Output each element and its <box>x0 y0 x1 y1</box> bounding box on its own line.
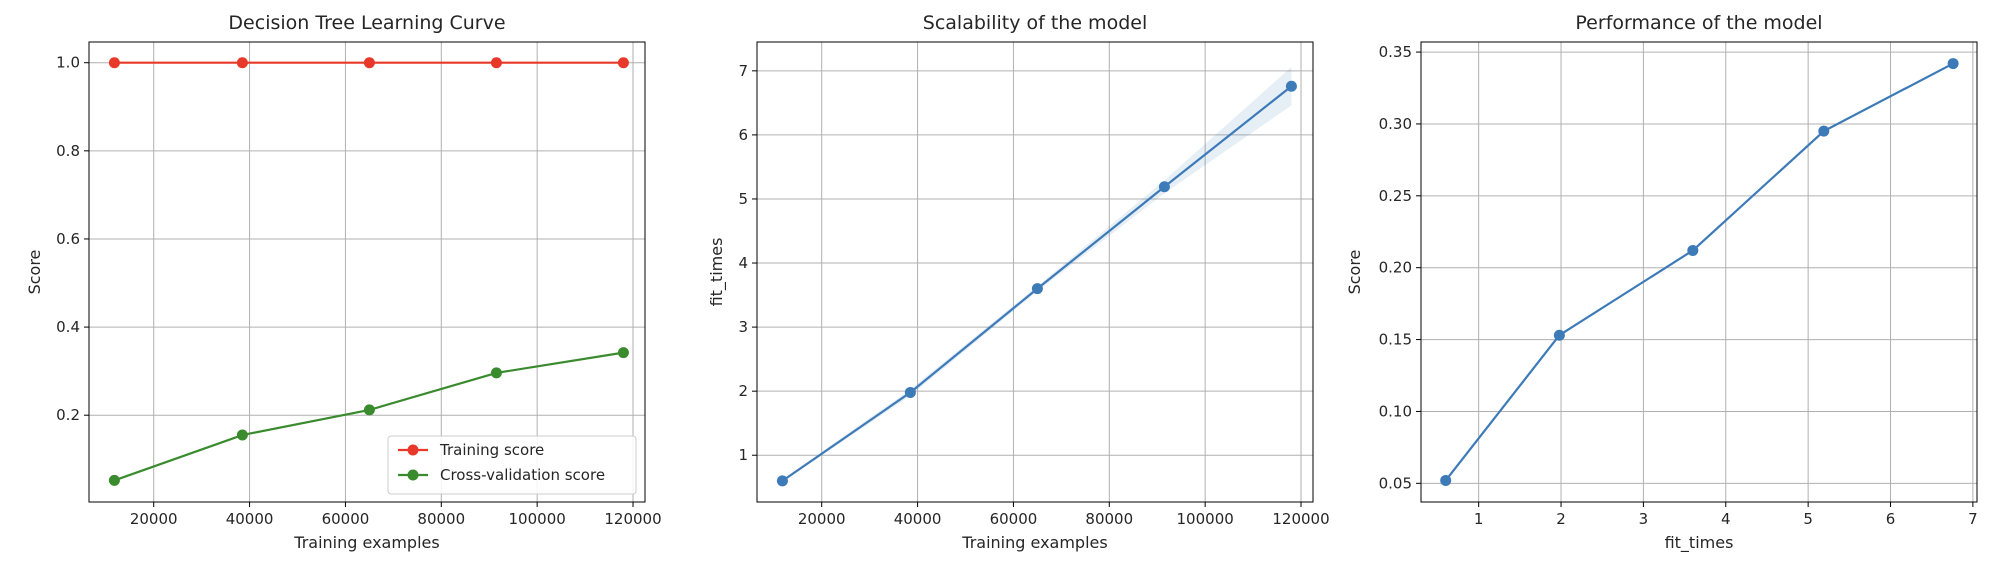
y-tick-label: 2 <box>738 382 748 400</box>
x-tick-label: 5 <box>1803 510 1813 528</box>
x-tick-label: 120000 <box>1272 510 1329 528</box>
chart-panel-1: 20000 40000 60000 80000 100000 120000 0.2 0.4 0.… <box>25 12 662 552</box>
chart-panel-2: 20000 40000 60000 80000 100000 120000 1 2 3 4 5 6 7 S… <box>707 12 1330 552</box>
x-axis-label: Training examples <box>293 533 439 552</box>
legend-marker <box>407 444 419 456</box>
series-2 <box>108 347 629 486</box>
data-point <box>1031 283 1043 295</box>
x-tick-label: 100000 <box>1177 510 1234 528</box>
x-tick-label: 6 <box>1886 510 1896 528</box>
data-point <box>1687 244 1699 256</box>
x-axis-label: Training examples <box>961 533 1107 552</box>
y-tick-label: 5 <box>738 190 748 208</box>
data-point <box>776 475 788 487</box>
legend-marker <box>407 469 419 481</box>
data-point <box>108 474 120 486</box>
data-point <box>1440 474 1452 486</box>
legend: Training score Cross-validation score <box>387 435 637 495</box>
y-tick-label: 3 <box>738 318 748 336</box>
data-point <box>108 57 120 69</box>
x-tick-label: 40000 <box>226 510 274 528</box>
x-tick-label: 2 <box>1556 510 1566 528</box>
x-tick-label: 20000 <box>130 510 178 528</box>
y-tick-label: 0.35 <box>1379 43 1412 61</box>
y-axis-label: Score <box>1345 250 1364 295</box>
y-tick-label: 0.30 <box>1379 115 1412 133</box>
x-tick-label: 7 <box>1968 510 1978 528</box>
data-point <box>1553 329 1565 341</box>
chart-title: Performance of the model <box>1575 12 1822 34</box>
x-axis-label: fit_times <box>1665 533 1734 553</box>
x-tick-label: 120000 <box>604 510 661 528</box>
y-tick-label: 7 <box>738 62 748 80</box>
plot-area <box>1421 42 1977 502</box>
x-tick-label: 60000 <box>990 510 1038 528</box>
y-tick-label: 0.15 <box>1379 331 1412 349</box>
y-tick-label: 0.2 <box>56 406 80 424</box>
y-axis-label: Score <box>25 250 44 295</box>
data-point <box>904 386 916 398</box>
data-point <box>490 57 502 69</box>
series-1 <box>108 57 629 69</box>
data-point <box>617 347 629 359</box>
y-tick-label: 6 <box>738 126 748 144</box>
data-point <box>490 367 502 379</box>
chart-title: Decision Tree Learning Curve <box>228 12 505 34</box>
y-tick-label: 0.6 <box>56 230 80 248</box>
y-tick-label: 0.25 <box>1379 187 1412 205</box>
x-tick-label: 60000 <box>322 510 370 528</box>
x-tick-label: 100000 <box>509 510 566 528</box>
y-tick-label: 0.4 <box>56 318 80 336</box>
legend-box <box>387 435 637 495</box>
x-tick-label: 1 <box>1474 510 1484 528</box>
series-1 <box>776 66 1297 487</box>
data-point <box>363 404 375 416</box>
data-point <box>1158 181 1170 193</box>
data-point <box>1285 80 1297 92</box>
x-tick-label: 80000 <box>1085 510 1133 528</box>
series-1 <box>1440 58 1959 486</box>
y-tick-label: 1 <box>738 446 748 464</box>
x-tick-label: 4 <box>1721 510 1731 528</box>
x-tick-label: 3 <box>1639 510 1649 528</box>
legend-label: Training score <box>439 441 544 459</box>
axes-frame <box>88 41 646 503</box>
x-tick-label: 80000 <box>417 510 465 528</box>
x-tick-label: 40000 <box>894 510 942 528</box>
data-point <box>236 57 248 69</box>
data-point <box>1947 58 1959 70</box>
legend-label: Cross-validation score <box>440 466 605 484</box>
chart-title: Scalability of the model <box>923 12 1147 34</box>
axes-frame <box>756 41 1314 503</box>
data-point <box>617 57 629 69</box>
x-tick-label: 20000 <box>798 510 846 528</box>
plot-area <box>757 42 1313 502</box>
y-tick-label: 0.10 <box>1379 402 1412 420</box>
data-point <box>236 429 248 441</box>
y-tick-label: 0.20 <box>1379 259 1412 277</box>
y-tick-label: 0.05 <box>1379 474 1412 492</box>
plot-area <box>89 42 645 502</box>
y-axis-label: fit_times <box>707 238 727 307</box>
y-tick-label: 4 <box>738 254 748 272</box>
data-point <box>363 57 375 69</box>
y-tick-label: 1.0 <box>56 54 80 72</box>
axes-frame <box>1420 41 1978 503</box>
y-tick-label: 0.8 <box>56 142 80 160</box>
data-point <box>1818 125 1830 137</box>
chart-panel-3: 1 2 3 4 5 6 7 0.05 0.10 0.15 0.20 0.25 0.30 0.35 Perfo… <box>1345 12 1978 553</box>
